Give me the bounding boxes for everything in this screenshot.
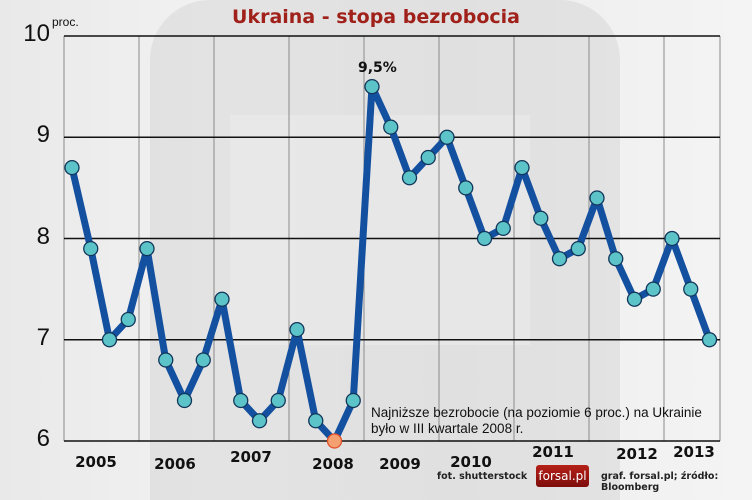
y-tick-label: 9	[36, 121, 50, 149]
chart-title: Ukraina - stopa bezrobocia	[232, 6, 520, 28]
data-point	[439, 129, 455, 145]
data-point	[233, 392, 249, 409]
data-point	[701, 332, 718, 348]
data-point	[120, 311, 136, 328]
x-tick-label: 2006	[154, 455, 196, 473]
data-point	[589, 190, 605, 206]
y-tick-label: 10	[23, 20, 50, 47]
photo-credit: fot. shutterstock	[437, 471, 528, 482]
data-point	[570, 240, 586, 257]
data-point	[195, 352, 211, 368]
y-tick-label: 6	[36, 425, 50, 452]
annotation-note: Najniższe bezrobocie (na poziomie 6 proc…	[371, 405, 702, 437]
data-point	[101, 332, 118, 348]
data-point	[251, 413, 268, 429]
data-point	[683, 281, 699, 297]
data-point	[551, 251, 568, 267]
data-point	[608, 251, 624, 267]
data-point	[345, 392, 361, 409]
data-point	[645, 281, 661, 297]
x-tick-label: 2010	[450, 453, 492, 471]
y-tick-label: 7	[36, 323, 50, 351]
x-tick-label: 2008	[312, 455, 354, 473]
x-tick-label: 2007	[230, 448, 272, 466]
annotation-line-2: było w III kwartale 2008 r.	[371, 421, 524, 436]
data-point	[176, 392, 193, 409]
data-point	[401, 170, 418, 186]
data-point	[514, 159, 530, 176]
data-point	[458, 180, 474, 196]
x-tick-label: 2012	[616, 445, 658, 463]
data-point	[626, 291, 643, 307]
data-point	[495, 220, 511, 237]
source-credit: graf. forsal.pl; źródło: Bloomberg	[601, 471, 719, 493]
data-point	[364, 78, 380, 95]
data-point	[64, 159, 80, 176]
data-point	[289, 321, 305, 338]
data-point	[326, 433, 343, 449]
y-tick-label: 8	[36, 222, 50, 250]
annotation-line-1: Najniższe bezrobocie (na poziomie 6 proc…	[371, 405, 702, 420]
data-markers	[64, 78, 718, 449]
data-point	[139, 240, 155, 257]
gridlines	[63, 35, 721, 442]
y-axis-unit: proc.	[52, 15, 79, 29]
x-tick-label: 2005	[75, 453, 117, 471]
data-point	[383, 119, 399, 135]
x-tick-label: 2013	[673, 443, 715, 461]
data-point	[476, 230, 493, 247]
data-point	[83, 240, 99, 257]
data-point	[664, 230, 680, 247]
x-tick-label: 2011	[532, 443, 574, 461]
peak-label: 9,5%	[358, 60, 397, 76]
data-point	[214, 291, 230, 307]
forsal-logo[interactable]: forsal.pl	[536, 465, 589, 487]
data-point	[308, 413, 324, 429]
data-point	[533, 210, 549, 226]
data-point	[158, 352, 174, 368]
x-tick-label: 2009	[379, 455, 421, 473]
data-point	[420, 149, 436, 166]
data-point	[270, 392, 286, 409]
